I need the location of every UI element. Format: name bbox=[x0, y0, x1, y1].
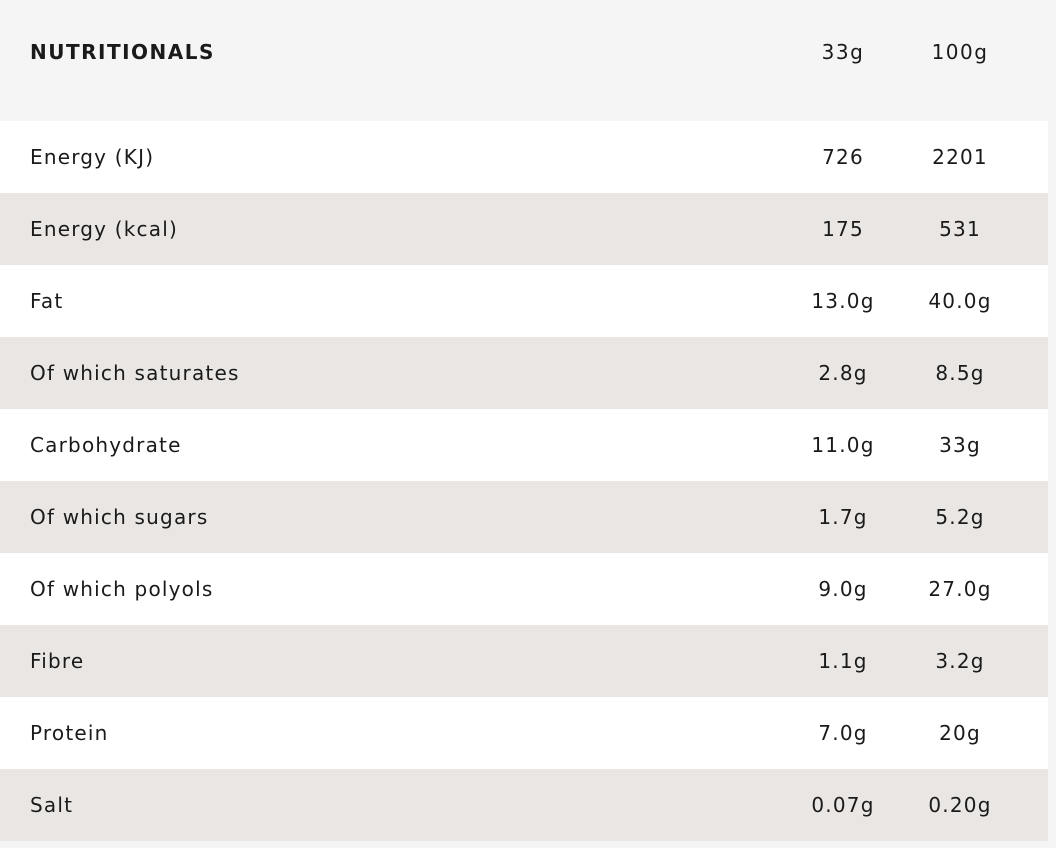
value-per-100g: 33g bbox=[939, 433, 981, 457]
value-per-100g: 20g bbox=[939, 721, 981, 745]
header-col-serving: 33g bbox=[821, 40, 865, 64]
nutrient-name: Of which saturates bbox=[30, 361, 240, 385]
table-row: Carbohydrate 11.0g 33g bbox=[0, 409, 1048, 481]
value-per-serving: 726 bbox=[822, 145, 864, 169]
value-per-serving: 7.0g bbox=[818, 721, 868, 745]
nutrient-name: Energy (kcal) bbox=[30, 217, 178, 241]
nutrient-name: Energy (KJ) bbox=[30, 145, 155, 169]
value-per-100g: 531 bbox=[939, 217, 981, 241]
table-row: Fibre 1.1g 3.2g bbox=[0, 625, 1048, 697]
nutrient-name: Salt bbox=[30, 793, 74, 817]
nutrient-name: Of which sugars bbox=[30, 505, 209, 529]
nutrient-name: Of which polyols bbox=[30, 577, 214, 601]
header-title: NUTRITIONALS bbox=[30, 40, 215, 64]
value-per-100g: 0.20g bbox=[928, 793, 992, 817]
value-per-100g: 40.0g bbox=[928, 289, 992, 313]
header-col-100g: 100g bbox=[931, 40, 989, 64]
nutrient-name: Carbohydrate bbox=[30, 433, 182, 457]
value-per-serving: 9.0g bbox=[818, 577, 868, 601]
value-per-serving: 11.0g bbox=[811, 433, 875, 457]
value-per-serving: 13.0g bbox=[811, 289, 875, 313]
value-per-100g: 5.2g bbox=[935, 505, 985, 529]
table-row: Of which saturates 2.8g 8.5g bbox=[0, 337, 1048, 409]
table-row: Of which sugars 1.7g 5.2g bbox=[0, 481, 1048, 553]
value-per-100g: 2201 bbox=[932, 145, 988, 169]
table-row: Fat 13.0g 40.0g bbox=[0, 265, 1048, 337]
value-per-serving: 175 bbox=[822, 217, 864, 241]
nutrient-name: Protein bbox=[30, 721, 109, 745]
table-row: Protein 7.0g 20g bbox=[0, 697, 1048, 769]
value-per-100g: 8.5g bbox=[935, 361, 985, 385]
table-row: Of which polyols 9.0g 27.0g bbox=[0, 553, 1048, 625]
table-row: Energy (kcal) 175 531 bbox=[0, 193, 1048, 265]
value-per-serving: 2.8g bbox=[818, 361, 868, 385]
value-per-serving: 1.1g bbox=[818, 649, 868, 673]
value-per-100g: 3.2g bbox=[935, 649, 985, 673]
nutrient-name: Fat bbox=[30, 289, 64, 313]
value-per-serving: 0.07g bbox=[811, 793, 875, 817]
nutrient-name: Fibre bbox=[30, 649, 85, 673]
table-row: Salt 0.07g 0.20g bbox=[0, 769, 1048, 841]
table-row: Energy (KJ) 726 2201 bbox=[0, 121, 1048, 193]
value-per-100g: 27.0g bbox=[928, 577, 992, 601]
table-header: NUTRITIONALS 33g 100g bbox=[0, 0, 1048, 121]
value-per-serving: 1.7g bbox=[818, 505, 868, 529]
